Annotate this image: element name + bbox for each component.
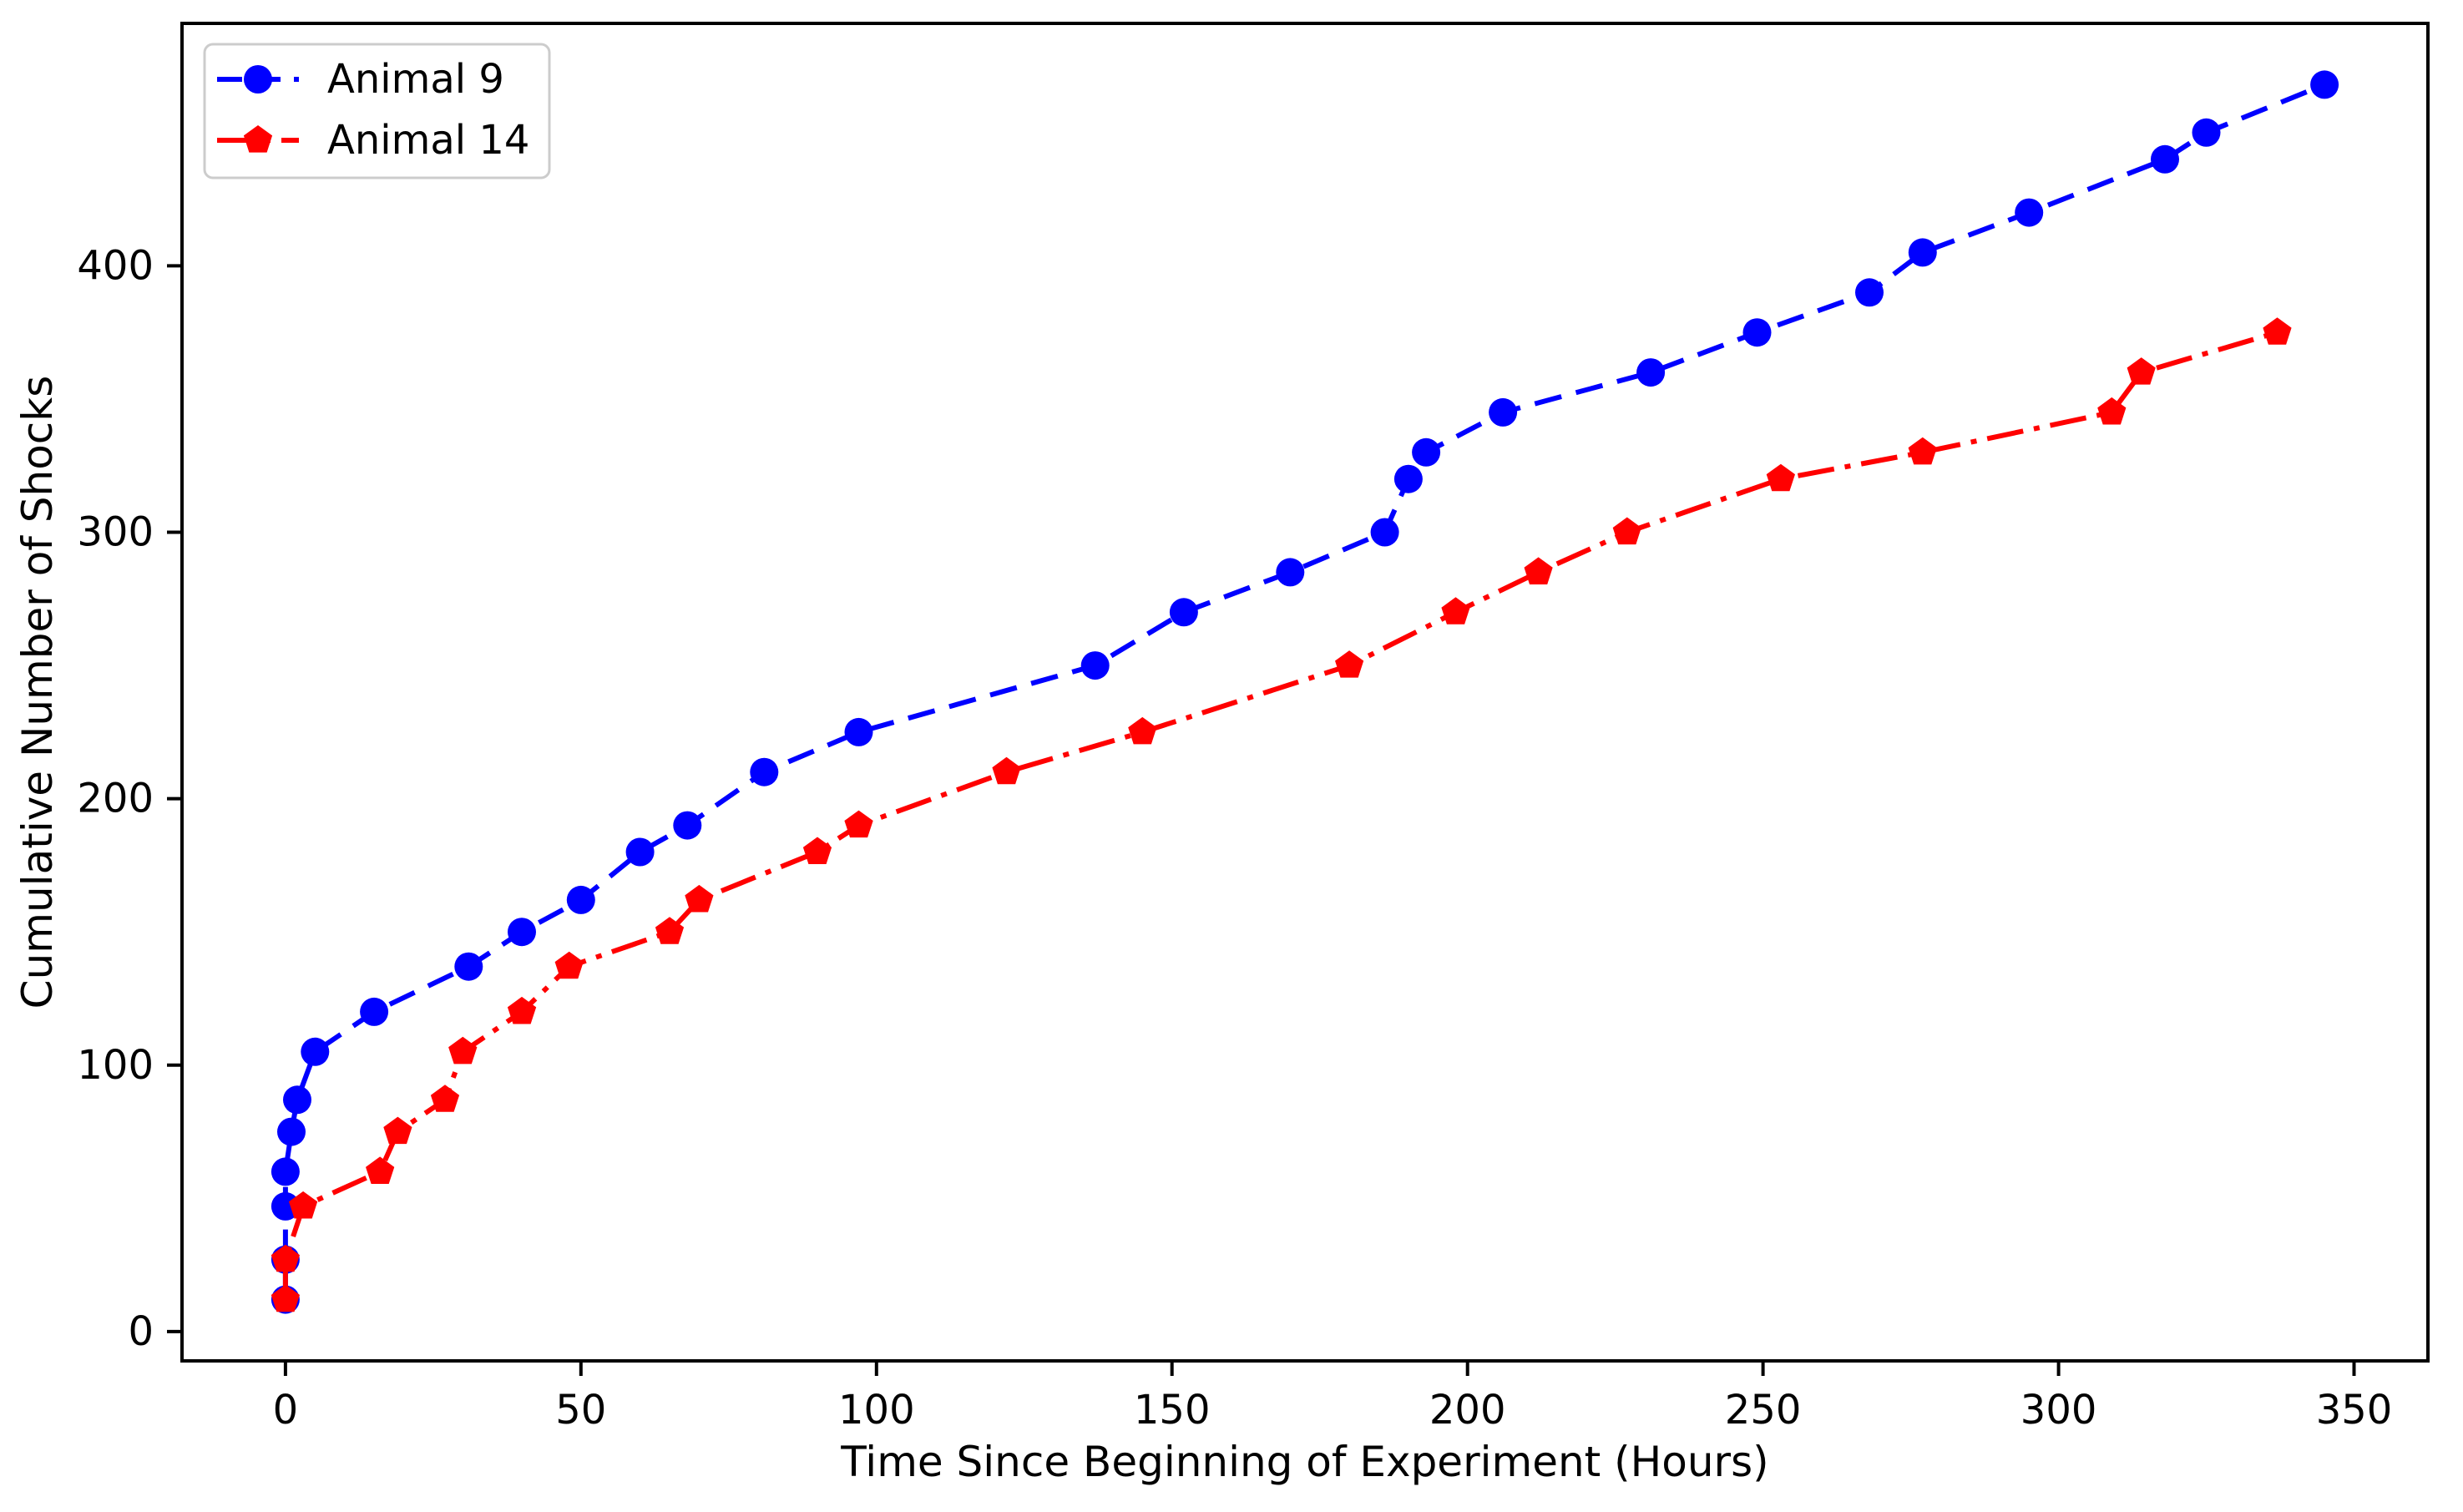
data-point-marker-animal-9: [454, 952, 483, 981]
data-point-marker-animal-14: [844, 810, 873, 838]
data-point-marker-animal-9: [1393, 464, 1423, 493]
series-animal-9: [271, 70, 2339, 1314]
data-point-marker-animal-9: [1489, 397, 1518, 427]
legend-entry-animal-14: Animal 14: [217, 117, 529, 164]
legend-box: [203, 43, 551, 180]
data-point-marker-animal-14: [554, 951, 584, 979]
data-point-marker-animal-14: [271, 1284, 300, 1312]
data-point-marker-animal-14: [1908, 437, 1937, 465]
x-tick-label: 300: [2020, 1387, 2097, 1434]
data-point-marker-animal-9: [566, 885, 595, 914]
x-tick-label: 50: [555, 1387, 606, 1434]
plot-frame: [180, 22, 2430, 1363]
data-point-marker-animal-9: [2015, 198, 2044, 227]
data-point-marker-animal-9: [508, 918, 536, 947]
data-point-marker-animal-9: [1412, 437, 1441, 467]
y-tick-label: 400: [77, 242, 154, 289]
data-point-marker-animal-9: [1855, 278, 1884, 307]
y-tick-label: 200: [77, 776, 154, 822]
data-point-marker-animal-14: [271, 1244, 300, 1272]
data-point-marker-animal-9: [2310, 70, 2339, 99]
data-point-marker-animal-14: [1128, 716, 1157, 745]
y-tick-label: 300: [77, 509, 154, 556]
x-tick-label: 200: [1429, 1387, 1506, 1434]
data-point-marker-animal-14: [2263, 317, 2292, 345]
y-axis-title: Cumulative Number of Shocks: [13, 376, 62, 1009]
y-tick-label: 100: [77, 1042, 154, 1089]
data-point-marker-animal-14: [507, 996, 537, 1024]
x-tick-label: 250: [1725, 1387, 1802, 1434]
legend: Animal 9 Animal 14: [203, 43, 551, 180]
data-point-marker-animal-9: [1080, 651, 1110, 680]
data-point-marker-animal-9: [1908, 238, 1937, 267]
data-point-marker-animal-14: [2127, 357, 2156, 385]
data-point-marker-animal-14: [1612, 517, 1641, 545]
axes-layer: 0 50 100 150 200 250 300 350 0 100 200 300 400: [77, 22, 2430, 1434]
y-tick-label: 0: [128, 1308, 154, 1355]
x-tick-label: 150: [1134, 1387, 1211, 1434]
data-point-marker-animal-14: [366, 1156, 395, 1184]
data-point-marker-animal-14: [1335, 650, 1364, 678]
data-point-marker-animal-9: [360, 997, 389, 1026]
data-point-marker-animal-9: [844, 717, 873, 746]
legend-marker-circle-animal-9: [244, 65, 272, 94]
data-point-marker-animal-9: [277, 1117, 306, 1146]
x-tick-label: 350: [2316, 1387, 2393, 1434]
x-axis-title: Time Since Beginning of Experiment (Hour…: [840, 1438, 1768, 1486]
data-point-marker-animal-9: [750, 757, 779, 786]
data-point-marker-animal-14: [655, 917, 685, 944]
series-layer: [271, 70, 2339, 1314]
legend-label-animal-14: Animal 14: [327, 117, 529, 164]
data-point-marker-animal-14: [685, 884, 714, 913]
x-tick-label: 0: [273, 1387, 299, 1434]
data-point-marker-animal-14: [383, 1116, 412, 1145]
data-point-marker-animal-14: [802, 837, 832, 864]
data-point-marker-animal-9: [1169, 598, 1198, 627]
data-point-marker-animal-14: [430, 1085, 460, 1112]
data-point-marker-animal-9: [301, 1037, 330, 1066]
data-point-marker-animal-14: [2097, 397, 2127, 425]
legend-marker-pentagon-animal-14: [243, 125, 273, 153]
legend-label-animal-9: Animal 9: [327, 56, 504, 103]
data-point-marker-animal-9: [1742, 318, 1772, 347]
series-animal-14: [271, 317, 2292, 1312]
data-point-marker-animal-9: [271, 1157, 300, 1186]
data-point-marker-animal-9: [1636, 358, 1666, 387]
data-point-marker-animal-9: [673, 811, 702, 840]
data-point-marker-animal-14: [1766, 463, 1795, 492]
data-point-marker-animal-14: [992, 756, 1021, 785]
series-line-animal-9: [282, 82, 2326, 1300]
data-point-marker-animal-9: [283, 1085, 311, 1115]
data-point-marker-animal-14: [1441, 597, 1470, 625]
data-point-marker-animal-14: [448, 1036, 478, 1064]
x-tick-label: 100: [838, 1387, 915, 1434]
data-point-marker-animal-9: [1370, 518, 1399, 547]
series-line-animal-14: [282, 330, 2278, 1300]
data-point-marker-animal-9: [2192, 118, 2221, 147]
data-point-marker-animal-9: [625, 837, 655, 867]
data-point-marker-animal-9: [2151, 144, 2179, 174]
data-point-marker-animal-14: [289, 1191, 318, 1219]
data-point-marker-animal-14: [1524, 557, 1553, 584]
legend-entry-animal-9: Animal 9: [217, 56, 504, 103]
data-point-marker-animal-9: [1276, 558, 1305, 587]
